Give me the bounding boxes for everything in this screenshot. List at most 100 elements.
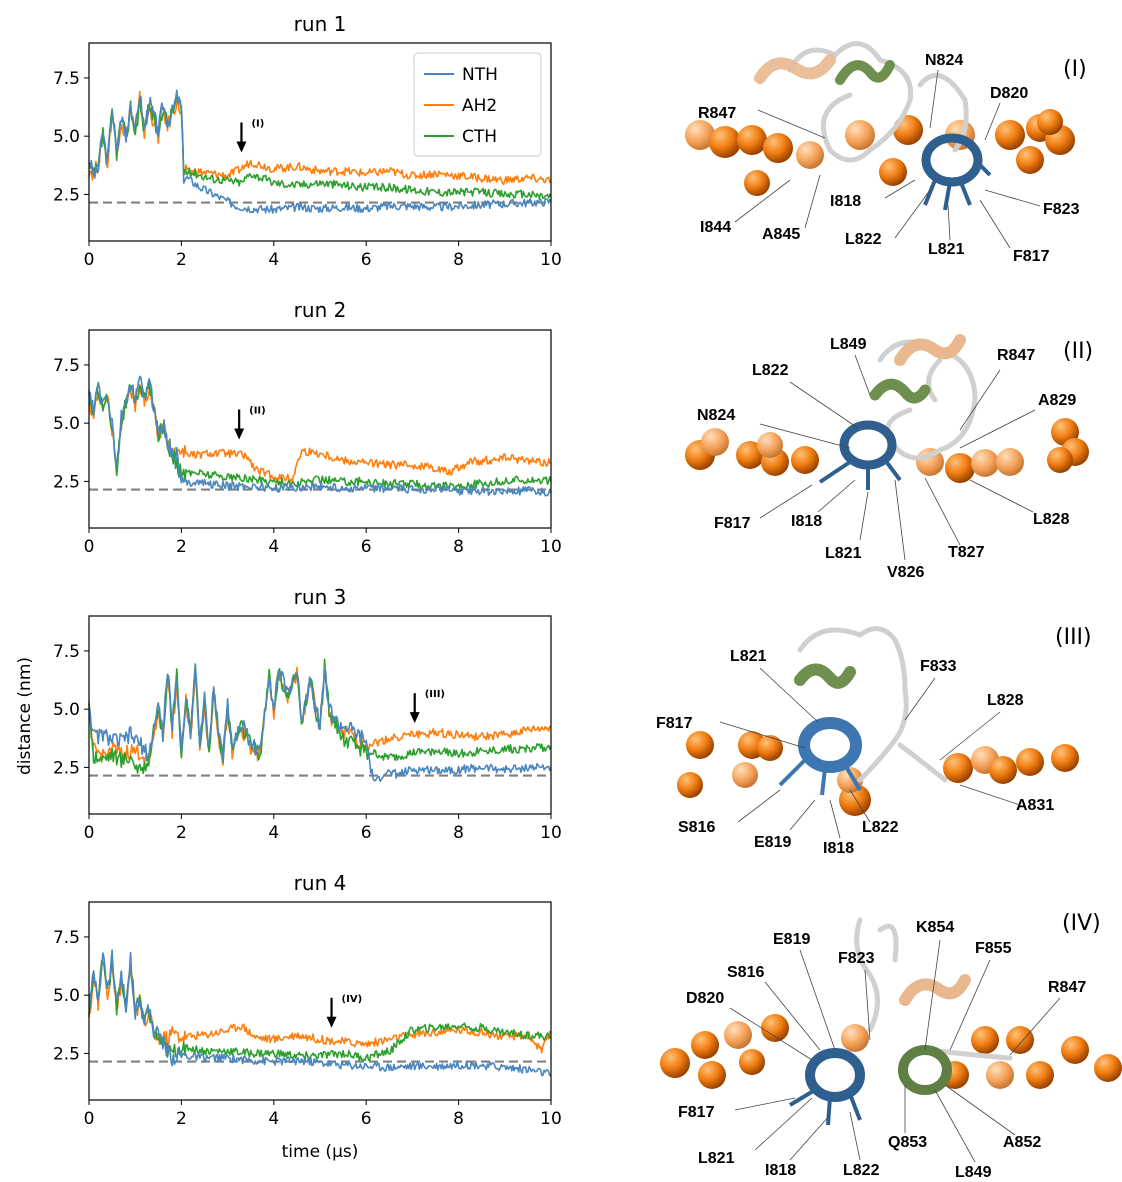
legend-box (413, 52, 542, 157)
residue-label: A831 (1016, 797, 1054, 814)
y-tick-label: 7.5 (53, 642, 80, 662)
residue-label: F855 (975, 940, 1012, 957)
nth-side-chains (923, 158, 992, 211)
bead (791, 446, 819, 474)
residue-label: A845 (762, 226, 800, 243)
x-axis-label: time (μs) (282, 1142, 359, 1162)
bead (971, 449, 999, 477)
residue-label: F833 (920, 658, 957, 675)
residue-label: Q853 (888, 1134, 927, 1151)
annotation-arrowhead (236, 141, 247, 153)
residue-label: I818 (823, 840, 854, 857)
bead (691, 1031, 719, 1059)
bead (1094, 1054, 1122, 1082)
x-tick-label: 4 (268, 250, 279, 270)
residue-label: N824 (697, 407, 735, 424)
residue-label: L822 (752, 362, 789, 379)
x-tick-label: 8 (453, 823, 464, 843)
annotation-label: (II) (249, 405, 266, 416)
bead (685, 120, 715, 150)
residue-label: T827 (948, 544, 985, 561)
x-tick-label: 2 (176, 823, 187, 843)
leader-lines (729, 939, 1061, 1163)
bead (1016, 748, 1044, 776)
y-tick-label: 7.5 (53, 356, 80, 376)
helix-cth (869, 378, 931, 404)
bead (796, 141, 824, 169)
residue-label: L822 (845, 231, 882, 248)
structure-panel-IV: (IV) E819 K854 F823 F855 S816 (660, 911, 1122, 1181)
series-line-nth (88, 949, 552, 1077)
bead (893, 115, 923, 145)
y-tick-label: 5.0 (53, 414, 80, 434)
residue-label: F817 (1013, 248, 1050, 265)
x-tick-label: 8 (453, 250, 464, 270)
residue-label: D820 (686, 990, 724, 1007)
bead (732, 762, 758, 788)
membrane-beads (660, 1014, 1122, 1089)
bead (736, 441, 764, 469)
bead (677, 772, 703, 798)
helix-ah2 (894, 334, 966, 366)
plot-area: (I) (88, 89, 552, 214)
membrane-beads (685, 418, 1089, 483)
residue-labels: L849 R847 L822 A829 N824 F817 I818 L828 … (697, 336, 1076, 581)
residue-label: L828 (1033, 511, 1070, 528)
structure-tag: (IV) (1062, 911, 1101, 936)
bead (763, 133, 793, 163)
y-tick-label: 2.5 (53, 758, 80, 778)
axis-ticks: 0 2 4 6 8 10 2.5 5.0 7.5 (53, 69, 562, 270)
plot-area: (II) (88, 375, 552, 497)
annotation-arrowhead (409, 712, 420, 724)
leader-lines (734, 69, 1041, 249)
series-line-cth (88, 959, 552, 1062)
y-tick-label: 2.5 (53, 1044, 80, 1064)
plot-area: (III) (88, 658, 552, 783)
chart-run-4: run 4 (IV) 0 2 4 6 8 10 2.5 5.0 7.5 time (μs) (53, 871, 562, 1162)
residue-label: S816 (678, 819, 715, 836)
annotation-arrowhead (234, 428, 245, 440)
residue-label: L821 (730, 648, 767, 665)
annotation-label: (IV) (342, 994, 363, 1005)
bead (724, 1021, 752, 1049)
bead (879, 158, 907, 186)
legend-label-nth: NTH (462, 65, 498, 85)
y-tick-label: 2.5 (53, 472, 80, 492)
plot-area: (IV) (88, 949, 552, 1077)
x-tick-label: 4 (268, 1109, 279, 1129)
x-tick-label: 0 (84, 1109, 95, 1129)
chart-title: run 1 (294, 12, 347, 36)
axis-ticks: 0 2 4 6 8 10 2.5 5.0 7.5 (53, 642, 562, 843)
x-tick-label: 2 (176, 250, 187, 270)
bead (1026, 1061, 1054, 1089)
chart-run-2: run 2 (II) 0 2 4 6 8 10 2.5 5.0 7.5 (53, 298, 562, 557)
structure-tag: (I) (1063, 57, 1087, 82)
axes-frame (88, 615, 552, 815)
residue-label: I844 (700, 219, 731, 236)
residue-label: F817 (678, 1104, 715, 1121)
leader-lines (719, 667, 1021, 839)
bead (1047, 447, 1073, 473)
y-tick-label: 5.0 (53, 986, 80, 1006)
residue-label: D820 (990, 85, 1028, 102)
bead (757, 735, 783, 761)
chart-title: run 3 (294, 585, 347, 609)
bead (986, 1061, 1014, 1089)
bead (845, 120, 875, 150)
structure-tag: (III) (1055, 625, 1092, 650)
y-tick-label: 2.5 (53, 185, 80, 205)
x-tick-label: 6 (361, 537, 372, 557)
residue-labels: E819 K854 F823 F855 S816 R847 D820 F817 … (678, 919, 1086, 1181)
series-line-nth (88, 89, 552, 214)
axes-frame (88, 901, 552, 1101)
structure-panel-I: (I) R847 N824 D820 I818 F (685, 41, 1087, 265)
residue-label: L822 (862, 819, 899, 836)
chart-title: run 4 (294, 871, 347, 895)
nth-side-chains (778, 758, 862, 796)
bead (757, 432, 783, 458)
bead (701, 428, 729, 456)
annotation-label: (III) (425, 689, 445, 700)
legend-label-ah2: AH2 (462, 96, 497, 116)
bead (744, 170, 770, 196)
